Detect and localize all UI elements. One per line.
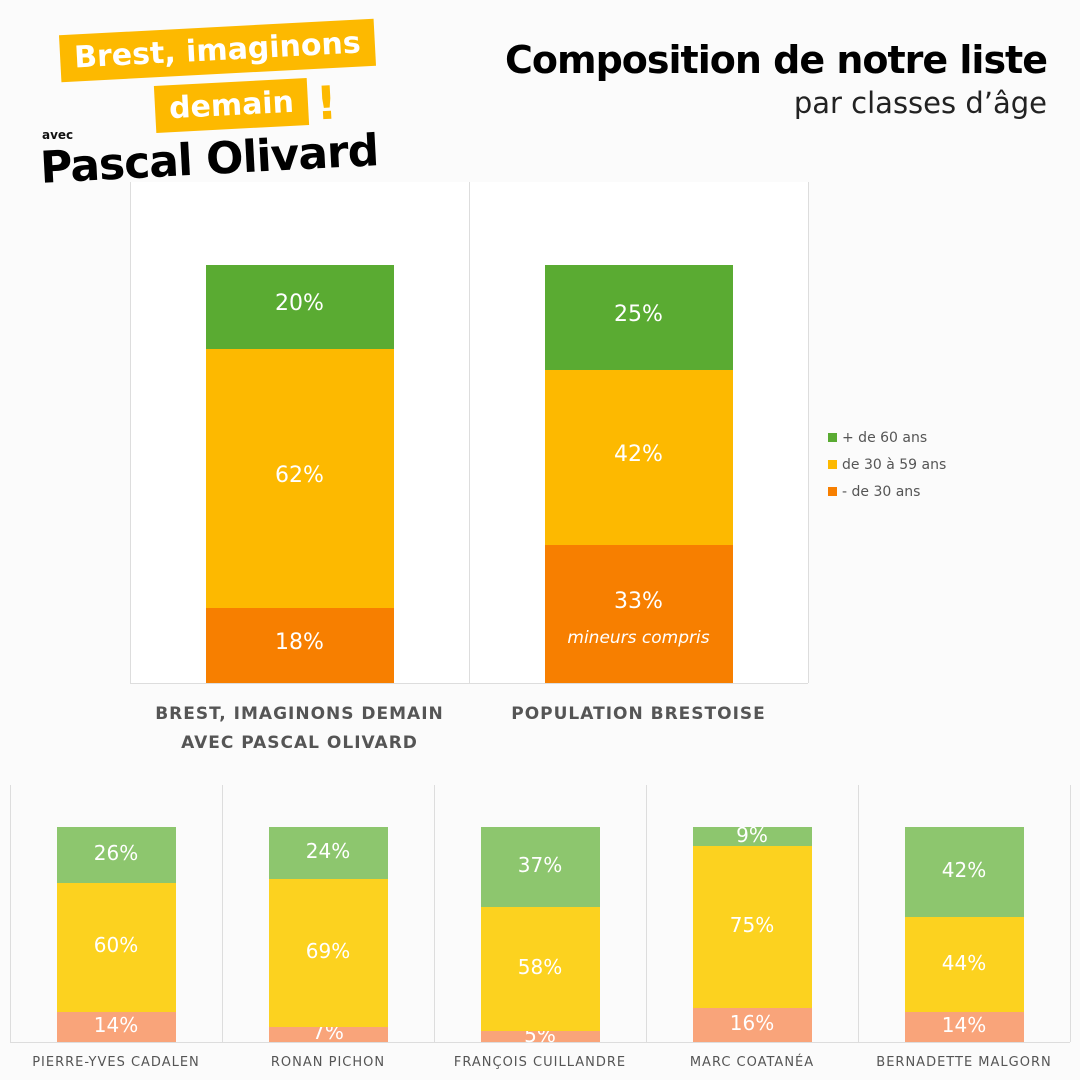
- grid-line: [469, 182, 470, 683]
- bar-segment: 20%: [205, 265, 394, 349]
- category-label: BERNADETTE MALGORN: [876, 1055, 1052, 1070]
- with: avec: [42, 128, 74, 142]
- value-label: 26%: [93, 840, 139, 865]
- bar-segment: 5%: [480, 1023, 600, 1047]
- category-label: RONAN PICHON: [270, 1055, 386, 1070]
- value-label: 44%: [941, 950, 987, 975]
- bar-segment: 16%: [692, 1007, 812, 1042]
- value-label: 37%: [517, 852, 563, 877]
- bar-segment: 33% mineurs compris: [544, 545, 733, 683]
- value-label: 24%: [305, 838, 351, 863]
- legend-swatch: [828, 460, 837, 469]
- bar-segment: 25%: [544, 265, 733, 370]
- bar-segment: 37%: [480, 827, 600, 907]
- value-label: 25%: [614, 301, 663, 327]
- category-label: POPULATION BRESTOISE: [511, 704, 766, 724]
- bar-segment: 7%: [268, 1020, 388, 1044]
- slogan-line1: Brest, imaginons: [58, 18, 376, 83]
- exclamation: !: [314, 75, 339, 131]
- axis-line: [10, 1042, 1070, 1043]
- grid-line: [130, 182, 131, 683]
- title: Composition de notre liste: [505, 38, 1048, 82]
- grid-line: [808, 182, 809, 683]
- value-label: 14%: [93, 1012, 139, 1037]
- category-label: MARC COATANÉA: [689, 1055, 815, 1070]
- bar-segment: 42%: [544, 369, 733, 546]
- bar-segment: 60%: [56, 882, 176, 1012]
- value-label: 58%: [517, 954, 563, 979]
- legend-label: - de 30 ans: [842, 484, 921, 500]
- slogan-line2: demain: [153, 78, 310, 133]
- value-label: 69%: [305, 938, 351, 963]
- bar-segment: 75%: [692, 846, 812, 1008]
- grid-line: [10, 785, 11, 1042]
- value-label: 62%: [275, 462, 324, 488]
- legend-swatch: [828, 433, 837, 442]
- value-label: 18%: [275, 629, 324, 655]
- category-label: PIERRE-YVES CADALEN: [32, 1055, 200, 1070]
- grid-line: [1070, 785, 1071, 1042]
- grid-line: [222, 785, 223, 1042]
- bar-segment: 18%: [205, 607, 394, 683]
- value-label: 14%: [941, 1012, 987, 1037]
- bar-segment: 62%: [205, 348, 394, 608]
- bar-segment: 9%: [692, 823, 812, 847]
- bar-segment: 24%: [268, 827, 388, 879]
- value-label: 60%: [93, 933, 139, 958]
- value-label: 9%: [736, 822, 768, 847]
- value-label: 42%: [941, 858, 987, 883]
- bar-segment: 14%: [904, 1011, 1024, 1042]
- subtitle: par classes d’âge: [793, 86, 1047, 120]
- category-label: FRANÇOIS CUILLANDRE: [453, 1055, 627, 1070]
- bar-segment: 44%: [904, 917, 1024, 1012]
- bar-segment: 69%: [268, 878, 388, 1027]
- grid-line: [434, 785, 435, 1042]
- legend-swatch: [828, 487, 837, 496]
- value-label: 33%: [614, 588, 663, 614]
- category-label: BREST, IMAGINONS DEMAIN AVEC PASCAL OLIV…: [155, 704, 444, 753]
- legend-label: + de 60 ans: [842, 430, 928, 446]
- grid-line: [858, 785, 859, 1042]
- bar-segment: 42%: [904, 827, 1024, 918]
- bar-segment: 26%: [56, 827, 176, 883]
- bar-segment: 58%: [480, 906, 600, 1032]
- bar-segment: 14%: [56, 1011, 176, 1042]
- value-label: 75%: [729, 912, 775, 937]
- axis-line: [130, 683, 808, 684]
- value-label: 20%: [275, 291, 324, 317]
- legend-label: de 30 à 59 ans: [842, 457, 947, 473]
- value-note: mineurs compris: [567, 628, 710, 649]
- grid-line: [646, 785, 647, 1042]
- value-label: 42%: [614, 441, 663, 467]
- value-label: 16%: [729, 1010, 775, 1035]
